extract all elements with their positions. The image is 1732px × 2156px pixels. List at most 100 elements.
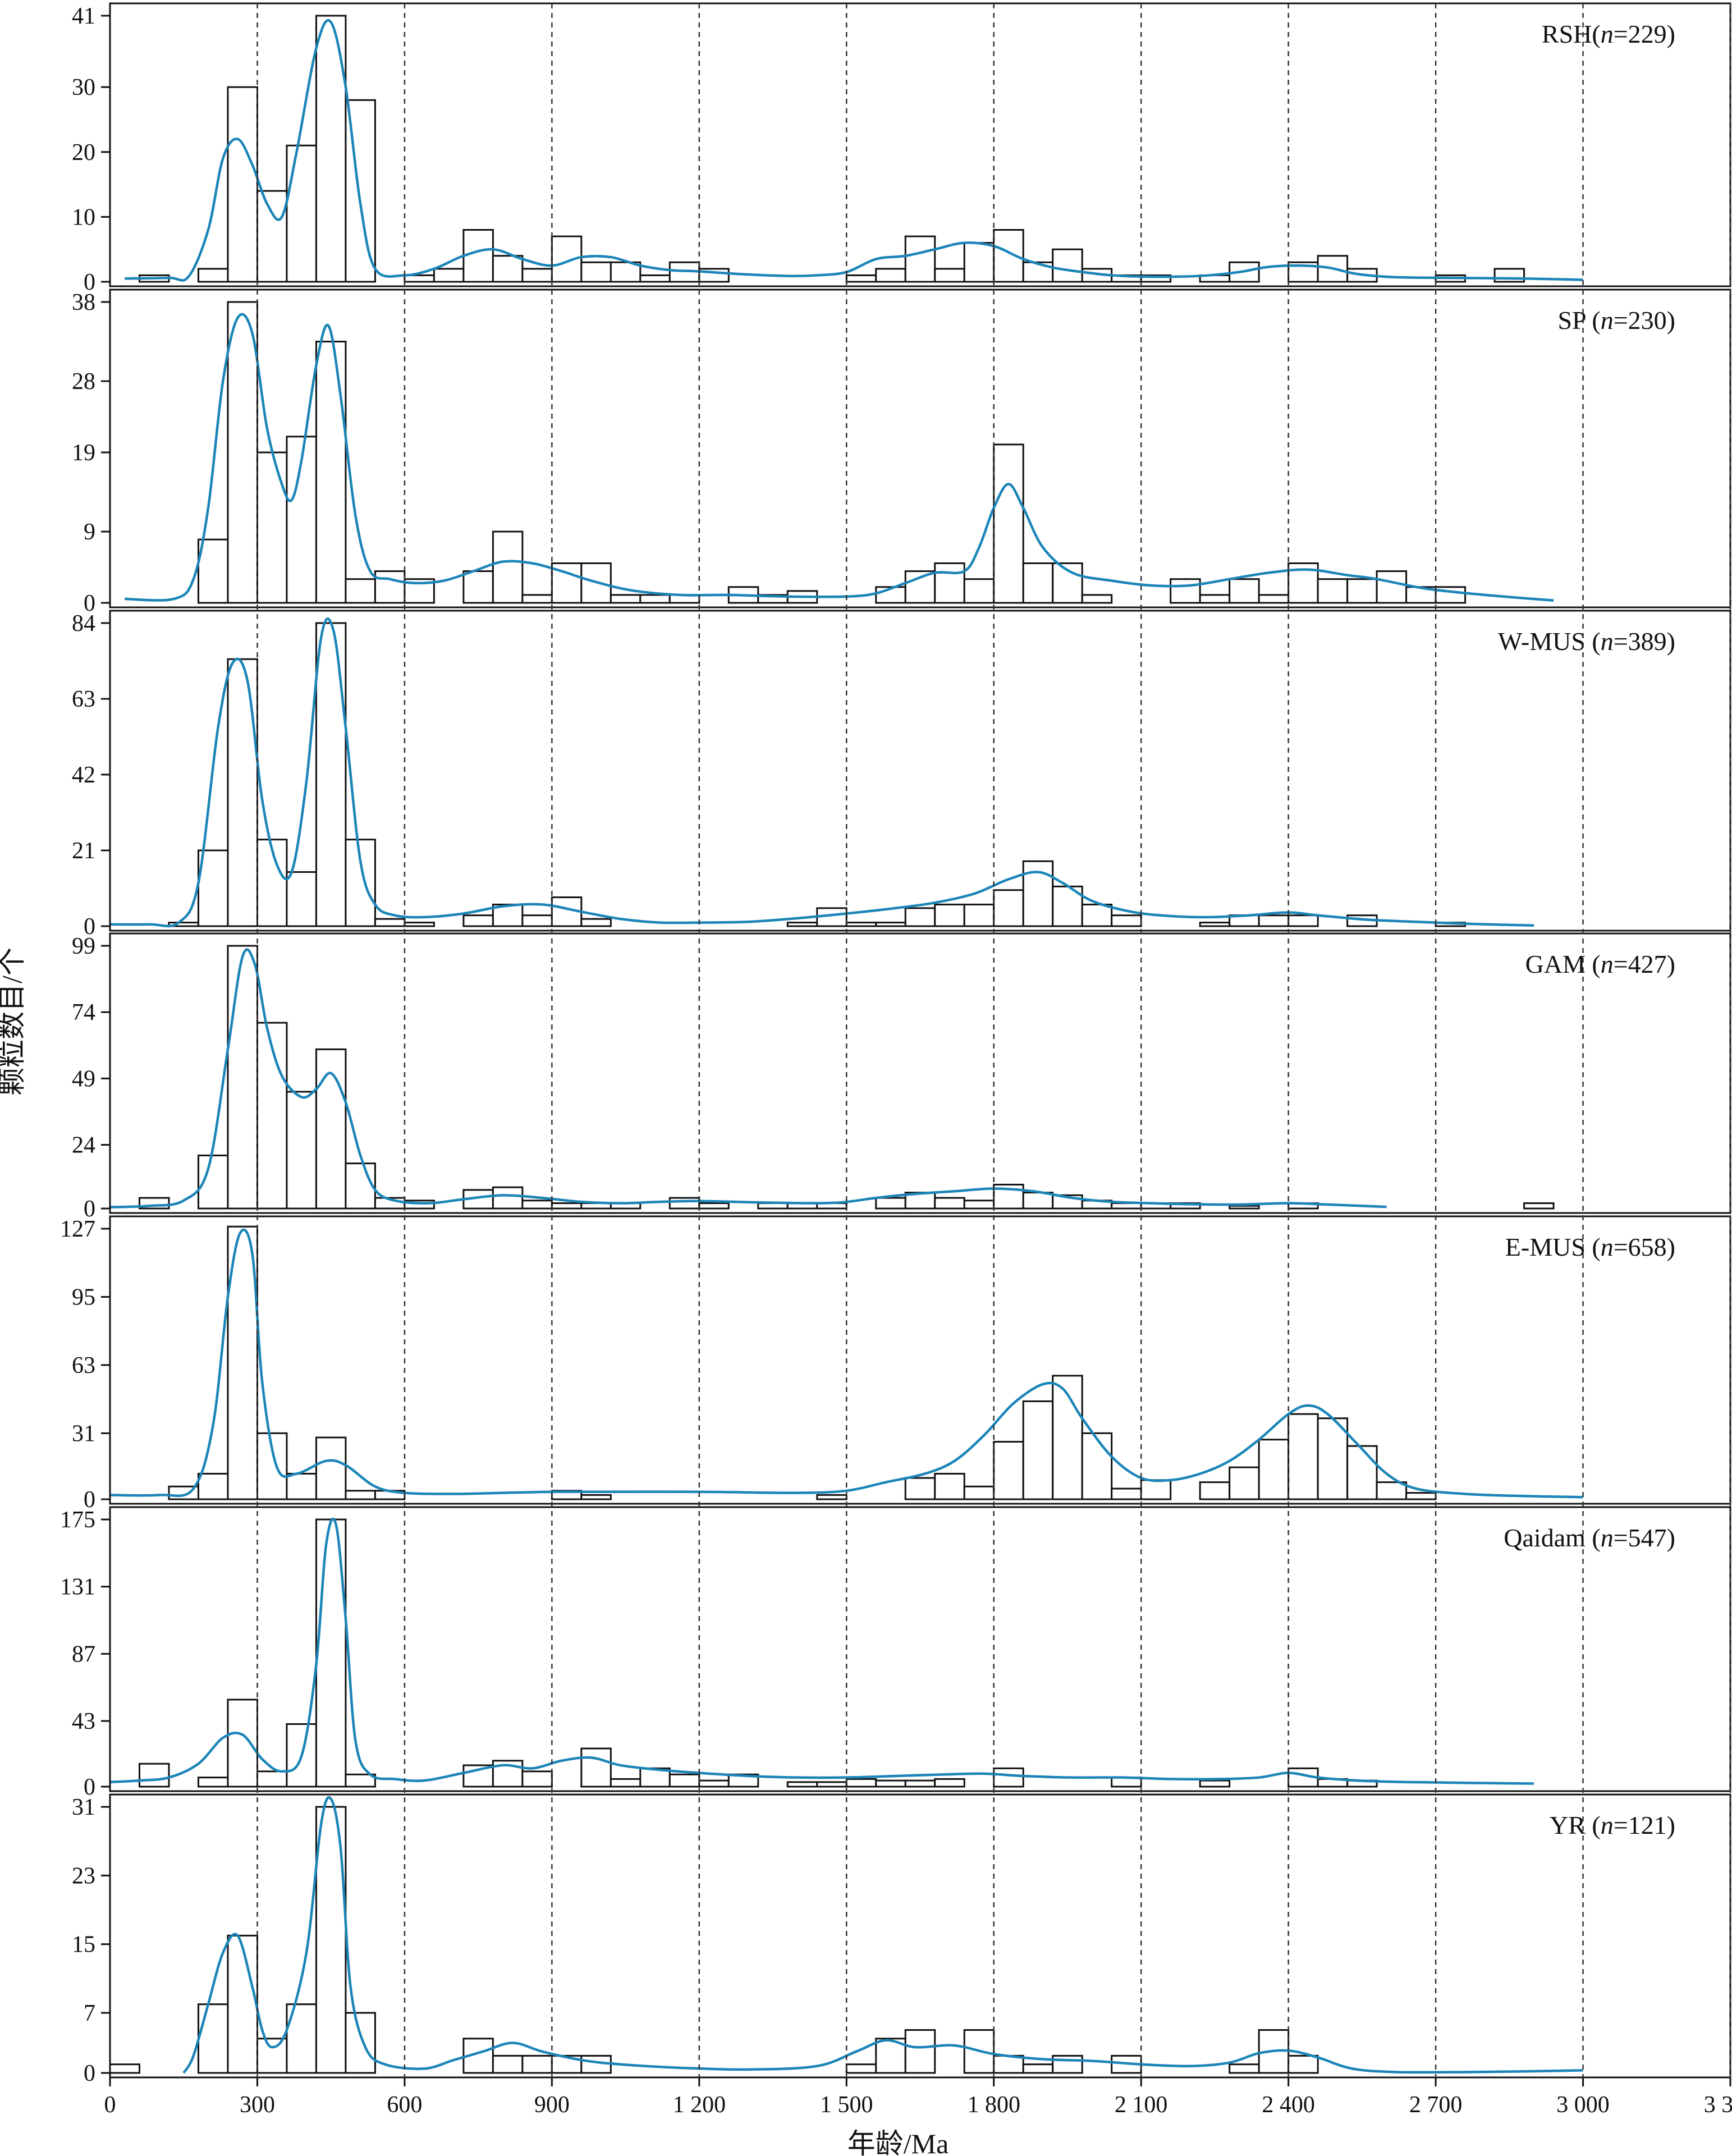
rsh-bar-20	[904, 235, 936, 283]
xtick-label-2: 600	[387, 2092, 422, 2118]
emus-bar-19	[1140, 1479, 1172, 1500]
sp-bar-2	[256, 451, 288, 604]
sp-bar-28	[1199, 594, 1231, 604]
xtick-label-6: 1 800	[967, 2092, 1020, 2118]
rsh-ytick-label-0: 0	[84, 269, 95, 295]
emus-bar-25	[1346, 1445, 1378, 1500]
xtick-label-5: 1 500	[820, 2092, 873, 2118]
wmus-bar-18	[904, 907, 936, 927]
qaidam-bar-1	[197, 1777, 229, 1788]
sp-bar-34	[1376, 570, 1408, 604]
qaidam-bar-19	[875, 1779, 906, 1788]
yr-ytick-label-3: 23	[72, 1863, 95, 1889]
rsh-bar-4	[286, 144, 317, 283]
emus-bar-1	[197, 1472, 229, 1500]
yr-bar-11	[580, 2054, 612, 2074]
xtick-label-3: 900	[534, 2092, 570, 2118]
qaidam-bar-14	[698, 1779, 730, 1788]
sp-kde-curve	[125, 313, 1554, 602]
wmus-bar-4	[286, 871, 317, 927]
sp-ytick-label-1: 9	[84, 519, 95, 545]
sp-ytick-label-2: 19	[72, 440, 95, 466]
wmus-ytick-label-4: 84	[72, 611, 95, 637]
gam-panel-label: GAM (n=427)	[1525, 950, 1675, 978]
x-axis-title: 年龄/Ma	[847, 2128, 949, 2156]
sp-bar-23	[993, 443, 1024, 604]
sp-bar-21	[934, 562, 965, 604]
yr-bar-2	[227, 1934, 258, 2074]
xtick-label-0: 0	[104, 2092, 116, 2118]
rsh-bar-22	[963, 242, 995, 283]
qaidam-bar-11	[610, 1778, 642, 1788]
sp-bar-20	[904, 570, 936, 604]
gam-bar-25	[1022, 1192, 1054, 1210]
wmus-bar-13	[580, 918, 612, 927]
emus-bar-23	[1287, 1413, 1319, 1500]
rsh-bar-21	[934, 268, 965, 283]
qaidam-bar-17	[816, 1781, 847, 1788]
qaidam-bar-21	[934, 1778, 965, 1788]
wmus-bar-20	[963, 903, 995, 927]
gam-bar-4	[286, 1091, 317, 1210]
qaidam-bar-15	[727, 1773, 759, 1788]
wmus-ytick-label-3: 63	[72, 686, 95, 712]
emus-bar-27	[1405, 1492, 1437, 1500]
emus-bar-26	[1376, 1481, 1408, 1500]
sp-bar-8	[462, 570, 494, 604]
wmus-bar-14	[786, 922, 818, 927]
yr-ytick-label-1: 7	[84, 2001, 95, 2026]
gam-bar-33	[1523, 1202, 1555, 1210]
gam-ytick-label-3: 74	[72, 1000, 95, 1026]
emus-ytick-label-3: 95	[72, 1284, 95, 1310]
yr-bar-3	[256, 2038, 288, 2074]
wmus-bar-19	[934, 903, 965, 927]
sp-bar-24	[1022, 562, 1054, 604]
wmus-bar-17	[875, 922, 906, 927]
sp-bar-29	[1229, 578, 1260, 604]
xtick-label-10: 3 000	[1556, 2092, 1610, 2118]
emus-bar-6	[345, 1490, 376, 1500]
yr-bar-22	[1287, 2054, 1319, 2074]
wmus-bar-29	[1287, 914, 1319, 927]
sp-bar-12	[580, 562, 612, 604]
gam-bar-23	[963, 1200, 995, 1210]
sp-bar-13	[610, 594, 642, 604]
qaidam-bar-0	[138, 1763, 170, 1788]
xtick-label-4: 1 200	[673, 2092, 726, 2118]
sp-bar-1	[227, 301, 258, 604]
xtick-label-7: 2 100	[1115, 2092, 1168, 2118]
emus-ytick-label-2: 63	[72, 1353, 95, 1379]
sp-panel-label: SP (n=230)	[1557, 306, 1675, 335]
yr-bar-12	[845, 2063, 877, 2074]
qaidam-bar-3	[256, 1770, 288, 1788]
rsh-bar-1	[197, 268, 229, 283]
emus-bar-18	[1111, 1487, 1142, 1500]
sp-bar-27	[1170, 578, 1201, 604]
gam-bar-12	[551, 1202, 583, 1210]
yr-bar-6	[345, 2012, 376, 2074]
wmus-bar-9	[462, 914, 494, 927]
yr-bar-18	[1052, 2054, 1083, 2074]
xtick-label-8: 2 400	[1262, 2092, 1315, 2118]
gam-ytick-label-1: 24	[72, 1133, 95, 1159]
y-axis-title: 颗粒数目/个	[0, 947, 28, 1096]
rsh-ytick-label-4: 41	[72, 3, 95, 29]
wmus-bar-25	[1111, 914, 1142, 927]
wmus-bar-28	[1258, 914, 1290, 927]
yr-bar-0	[109, 2063, 140, 2074]
sp-ytick-label-0: 0	[84, 591, 95, 616]
qaidam-bar-22	[993, 1767, 1024, 1788]
gam-bar-31	[1229, 1205, 1260, 1210]
qaidam-bar-10	[580, 1747, 612, 1788]
qaidam-ytick-label-3: 131	[60, 1574, 95, 1600]
wmus-ytick-label-2: 42	[72, 762, 95, 788]
xtick-label-11: 3 300	[1704, 2092, 1732, 2118]
yr-kde-curve	[182, 1796, 1583, 2074]
gam-bar-22	[934, 1197, 965, 1210]
sp-bar-9	[492, 530, 524, 604]
sp-bar-32	[1317, 578, 1349, 604]
wmus-bar-1	[197, 849, 229, 927]
emus-ytick-label-0: 0	[84, 1487, 95, 1513]
wmus-ytick-label-0: 0	[84, 914, 95, 940]
